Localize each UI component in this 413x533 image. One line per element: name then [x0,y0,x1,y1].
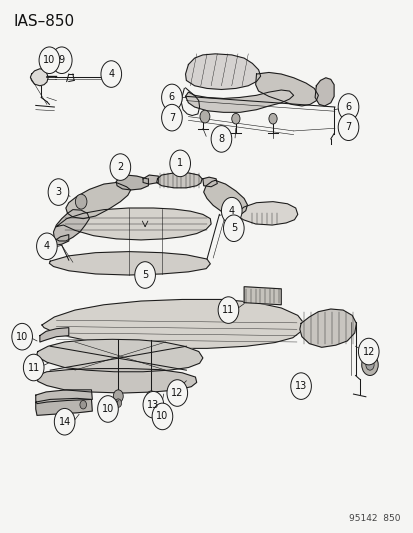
Text: 13: 13 [147,400,159,410]
Circle shape [23,354,44,381]
Circle shape [211,126,231,152]
Polygon shape [56,208,211,240]
Text: 10: 10 [156,411,168,422]
Circle shape [101,61,121,87]
Circle shape [12,324,32,350]
Circle shape [51,47,72,74]
Circle shape [199,110,209,123]
Circle shape [97,395,118,422]
Text: 10: 10 [43,55,55,65]
Polygon shape [314,78,333,106]
Text: IAS–850: IAS–850 [13,14,74,29]
Text: 4: 4 [228,206,234,216]
Text: 10: 10 [16,332,28,342]
Text: 8: 8 [218,134,224,144]
Polygon shape [40,328,69,342]
Circle shape [36,233,57,260]
Circle shape [358,338,378,365]
Text: 7: 7 [169,112,175,123]
Polygon shape [156,173,202,188]
Polygon shape [143,175,158,184]
Polygon shape [235,201,297,225]
Circle shape [218,297,238,324]
Circle shape [113,390,123,402]
Circle shape [166,379,187,406]
Circle shape [161,104,182,131]
Polygon shape [299,309,356,348]
Polygon shape [42,300,303,349]
Polygon shape [185,54,260,90]
Circle shape [365,360,373,370]
Text: 3: 3 [55,187,62,197]
Circle shape [231,114,240,124]
Text: 12: 12 [171,388,183,398]
Polygon shape [66,182,131,219]
Circle shape [223,215,244,241]
Text: 1: 1 [177,158,183,168]
Text: 13: 13 [294,381,306,391]
Circle shape [48,179,69,205]
Circle shape [80,400,86,409]
Circle shape [169,150,190,176]
Circle shape [361,354,377,375]
Circle shape [221,197,242,224]
Text: 95142  850: 95142 850 [349,514,400,523]
Polygon shape [37,368,196,393]
Polygon shape [53,209,89,241]
Polygon shape [116,175,148,190]
Circle shape [161,84,182,111]
Text: 6: 6 [344,102,351,112]
Circle shape [143,391,163,418]
Polygon shape [30,69,48,86]
Circle shape [110,154,131,180]
Polygon shape [255,72,318,106]
Circle shape [337,114,358,141]
Circle shape [268,114,276,124]
Circle shape [135,262,155,288]
Polygon shape [36,390,92,403]
Text: 5: 5 [230,223,236,233]
Text: 10: 10 [102,404,114,414]
Circle shape [290,373,311,399]
Text: 2: 2 [117,162,123,172]
Circle shape [147,400,154,409]
Polygon shape [54,235,69,245]
Text: 7: 7 [344,122,351,132]
Circle shape [115,399,121,407]
Text: 4: 4 [108,69,114,79]
Polygon shape [185,90,293,112]
Circle shape [337,94,358,120]
Circle shape [152,403,172,430]
Text: 11: 11 [28,362,40,373]
Text: 5: 5 [142,270,148,280]
Text: 11: 11 [222,305,234,315]
Text: 14: 14 [58,417,71,427]
Polygon shape [49,252,210,275]
Circle shape [39,47,59,74]
Polygon shape [37,340,202,372]
Polygon shape [244,287,280,305]
Text: 4: 4 [44,241,50,251]
Text: 9: 9 [59,55,65,65]
Circle shape [75,194,87,209]
Circle shape [54,408,75,435]
Polygon shape [203,180,247,215]
Text: 12: 12 [362,346,374,357]
Polygon shape [36,398,92,415]
Text: 6: 6 [169,92,175,102]
Circle shape [146,391,156,403]
Polygon shape [202,177,217,187]
